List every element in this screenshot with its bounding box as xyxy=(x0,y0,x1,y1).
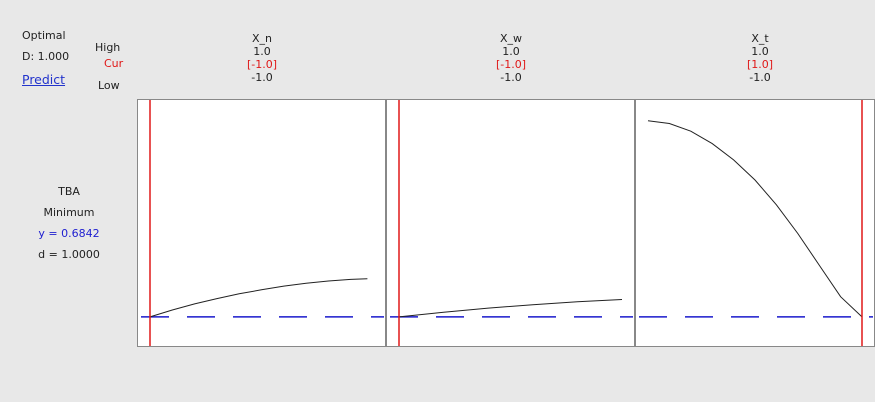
factor-name: X_n xyxy=(251,32,272,45)
individual-desirability: d = 1.0000 xyxy=(38,248,100,261)
factor-current[interactable]: [-1.0] xyxy=(246,58,278,71)
response-curve xyxy=(149,278,368,318)
predict-link[interactable]: Predict xyxy=(22,72,66,87)
plot-panel xyxy=(386,99,635,347)
factor-high: 1.0 xyxy=(751,45,769,58)
factor-header: X_w 1.0 [-1.0] -1.0 xyxy=(471,32,551,84)
predicted-response: y = 0.6842 xyxy=(38,227,100,240)
response-curve xyxy=(647,120,863,318)
response-summary: TBA Minimum y = 0.6842 d = 1.0000 xyxy=(20,185,118,261)
factor-current[interactable]: [-1.0] xyxy=(495,58,527,71)
factor-header: X_n 1.0 [-1.0] -1.0 xyxy=(222,32,302,84)
plot-panel xyxy=(137,99,386,347)
row-label-high: High xyxy=(95,41,121,54)
factor-high: 1.0 xyxy=(253,45,271,58)
factor-name: X_w xyxy=(499,32,523,45)
response-curve xyxy=(398,299,623,318)
optimal-label: Optimal xyxy=(22,29,66,42)
factor-current[interactable]: [1.0] xyxy=(746,58,774,71)
composite-desirability: D: 1.000 xyxy=(22,50,70,63)
factor-low: -1.0 xyxy=(500,71,522,84)
row-label-low: Low xyxy=(98,79,120,92)
factor-high: 1.0 xyxy=(502,45,520,58)
factor-name: X_t xyxy=(751,32,769,45)
factor-header: X_t 1.0 [1.0] -1.0 xyxy=(720,32,800,84)
response-name: TBA xyxy=(58,185,80,198)
plot-panel xyxy=(635,99,875,347)
response-goal: Minimum xyxy=(43,206,95,219)
factor-low: -1.0 xyxy=(749,71,771,84)
factor-low: -1.0 xyxy=(251,71,273,84)
row-label-cur: Cur xyxy=(104,57,124,70)
